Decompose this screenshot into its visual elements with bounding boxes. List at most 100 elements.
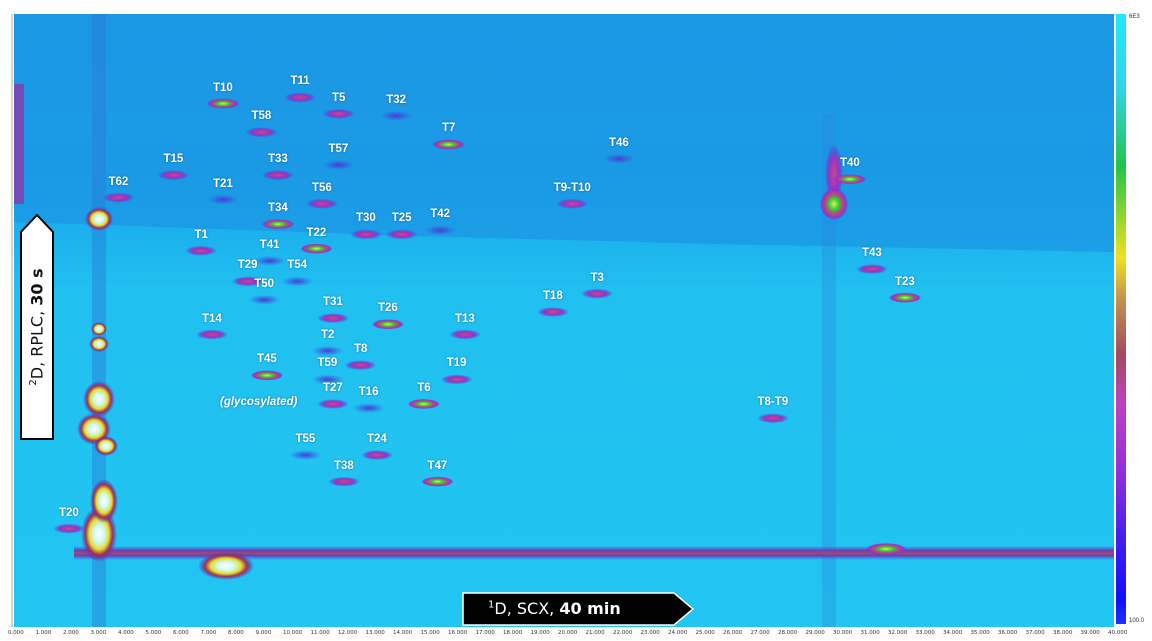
peak-label-t24: T24 xyxy=(367,433,387,446)
y-axis-label: 2D, RPLC, 30 s xyxy=(27,268,47,386)
peak-spot-t29 xyxy=(231,276,264,287)
x-tick-label: 26.000 xyxy=(723,630,743,636)
y-axis-ticks xyxy=(0,14,14,627)
peak-label-t8: T8 xyxy=(354,343,368,356)
peak-label-t3: T3 xyxy=(590,271,604,284)
x-tick-label: 13.000 xyxy=(365,630,385,636)
peak-spot-t31 xyxy=(317,313,349,324)
x-tick-label: 8.000 xyxy=(228,630,244,636)
x-tick-label: 23.000 xyxy=(640,630,660,636)
peak-spot-t2 xyxy=(311,345,344,356)
peak-spot-t50 xyxy=(248,294,281,305)
x-axis-label-badge: 1D, SCX, 40 min xyxy=(462,592,694,626)
peak-spot-t5 xyxy=(322,108,355,119)
peak-spot-t33 xyxy=(262,170,294,181)
x-tick-label: 11.000 xyxy=(310,630,330,636)
peak-spot-t57 xyxy=(322,159,355,170)
x-tick-label: 7.000 xyxy=(200,630,217,636)
peak-label-t11: T11 xyxy=(290,75,310,88)
blob-left-5 xyxy=(89,336,109,352)
x-tick-label: 36.000 xyxy=(998,630,1018,636)
peak-spot-t15 xyxy=(157,170,190,181)
x-tick-label: 4.000 xyxy=(118,630,134,636)
peak-label-t59: T59 xyxy=(317,357,338,370)
peak-spot-t47 xyxy=(421,476,454,487)
peak-spot-t16 xyxy=(352,403,385,414)
peak-spot-t9-t10 xyxy=(556,198,589,209)
left-edge-streak xyxy=(14,84,24,204)
peak-spot-t18 xyxy=(537,307,569,318)
peak-spot-t13 xyxy=(449,329,481,340)
peak-label-t41: T41 xyxy=(259,238,280,251)
column-band-30min xyxy=(822,114,836,627)
peak-spot-t32 xyxy=(380,110,413,121)
blob-bottom-2 xyxy=(866,543,906,555)
peak-label-t15: T15 xyxy=(163,153,184,166)
x-tick-label: 27.000 xyxy=(750,630,770,636)
peak-marks xyxy=(53,92,921,534)
peak-label-t13: T13 xyxy=(455,312,475,325)
peak-label-t33: T33 xyxy=(268,153,288,166)
blob-t40 xyxy=(820,188,848,220)
peak-spot-t21 xyxy=(207,194,239,205)
x-tick-label: 18.000 xyxy=(503,630,523,636)
peak-label-t58: T58 xyxy=(251,110,272,123)
x-tick-label: 25.000 xyxy=(695,630,715,636)
x-tick-label: 15.000 xyxy=(420,630,440,636)
x-tick-label: 30.000 xyxy=(833,630,853,636)
left-column-band xyxy=(92,14,106,627)
peak-spot-t40 xyxy=(834,174,866,185)
peak-label-t16: T16 xyxy=(358,386,379,399)
x-tick-label: 39.000 xyxy=(1080,630,1100,636)
x-tick-label: 21.000 xyxy=(585,630,605,636)
peak-spot-t26 xyxy=(372,319,404,330)
x-tick-label: 28.000 xyxy=(778,630,798,636)
x-tick-label: 0.000 xyxy=(8,630,24,636)
peak-label-t57: T57 xyxy=(328,142,349,155)
solvent-front-streak xyxy=(74,546,1114,560)
x-tick-label: 3.000 xyxy=(90,630,107,636)
peak-spot-t1 xyxy=(185,245,217,256)
peak-spot-t19 xyxy=(440,374,473,385)
blob-bottom-1 xyxy=(198,552,254,580)
peak-label-t55: T55 xyxy=(295,433,316,446)
x-tick-label: 20.000 xyxy=(558,630,578,636)
peak-label-t34: T34 xyxy=(268,202,288,215)
x-tick-label: 9.000 xyxy=(255,630,272,636)
peak-spot-t6 xyxy=(407,398,440,409)
peak-spot-t14 xyxy=(196,329,228,340)
x-tick-label: 34.000 xyxy=(943,630,963,636)
peak-label-t26: T26 xyxy=(378,302,398,315)
x-axis-arrow-shape xyxy=(462,592,694,626)
peak-label-t23: T23 xyxy=(895,275,915,288)
x-tick-label: 17.000 xyxy=(475,630,495,636)
peak-label-t45: T45 xyxy=(257,353,277,366)
blob-left-3 xyxy=(94,436,118,456)
y-axis-arrow-shape xyxy=(20,214,54,440)
peak-label-t5: T5 xyxy=(332,91,346,104)
peak-label-t14: T14 xyxy=(202,312,222,325)
peak-label-t6: T6 xyxy=(417,381,431,394)
peak-spot-t56 xyxy=(306,198,338,209)
x-tick-label: 22.000 xyxy=(613,630,633,636)
x-tick-label: 37.000 xyxy=(1025,630,1045,636)
peak-spot-t43 xyxy=(856,264,888,275)
peak-label-t38: T38 xyxy=(334,459,354,472)
peak-label-t10: T10 xyxy=(213,81,233,94)
peak-label-t42: T42 xyxy=(430,208,451,221)
x-tick-label: 32.000 xyxy=(888,630,908,636)
x-tick-label: 24.000 xyxy=(668,630,688,636)
peak-spot-t41 xyxy=(253,255,286,266)
x-tick-label: 29.000 xyxy=(805,630,825,636)
peak-spot-t11 xyxy=(284,92,316,103)
peak-spot-t7 xyxy=(432,139,465,150)
peak-label-t47: T47 xyxy=(427,459,448,472)
peak-label-t43: T43 xyxy=(862,247,882,260)
peak-spot-t55 xyxy=(289,450,322,461)
peak-spot-t58 xyxy=(245,127,278,138)
peak-label-t19: T19 xyxy=(446,357,467,370)
peak-label-t22: T22 xyxy=(306,226,327,239)
peak-spot-t54 xyxy=(281,276,314,287)
x-tick-label: 19.000 xyxy=(530,630,550,636)
x-tick-label: 35.000 xyxy=(970,630,990,636)
